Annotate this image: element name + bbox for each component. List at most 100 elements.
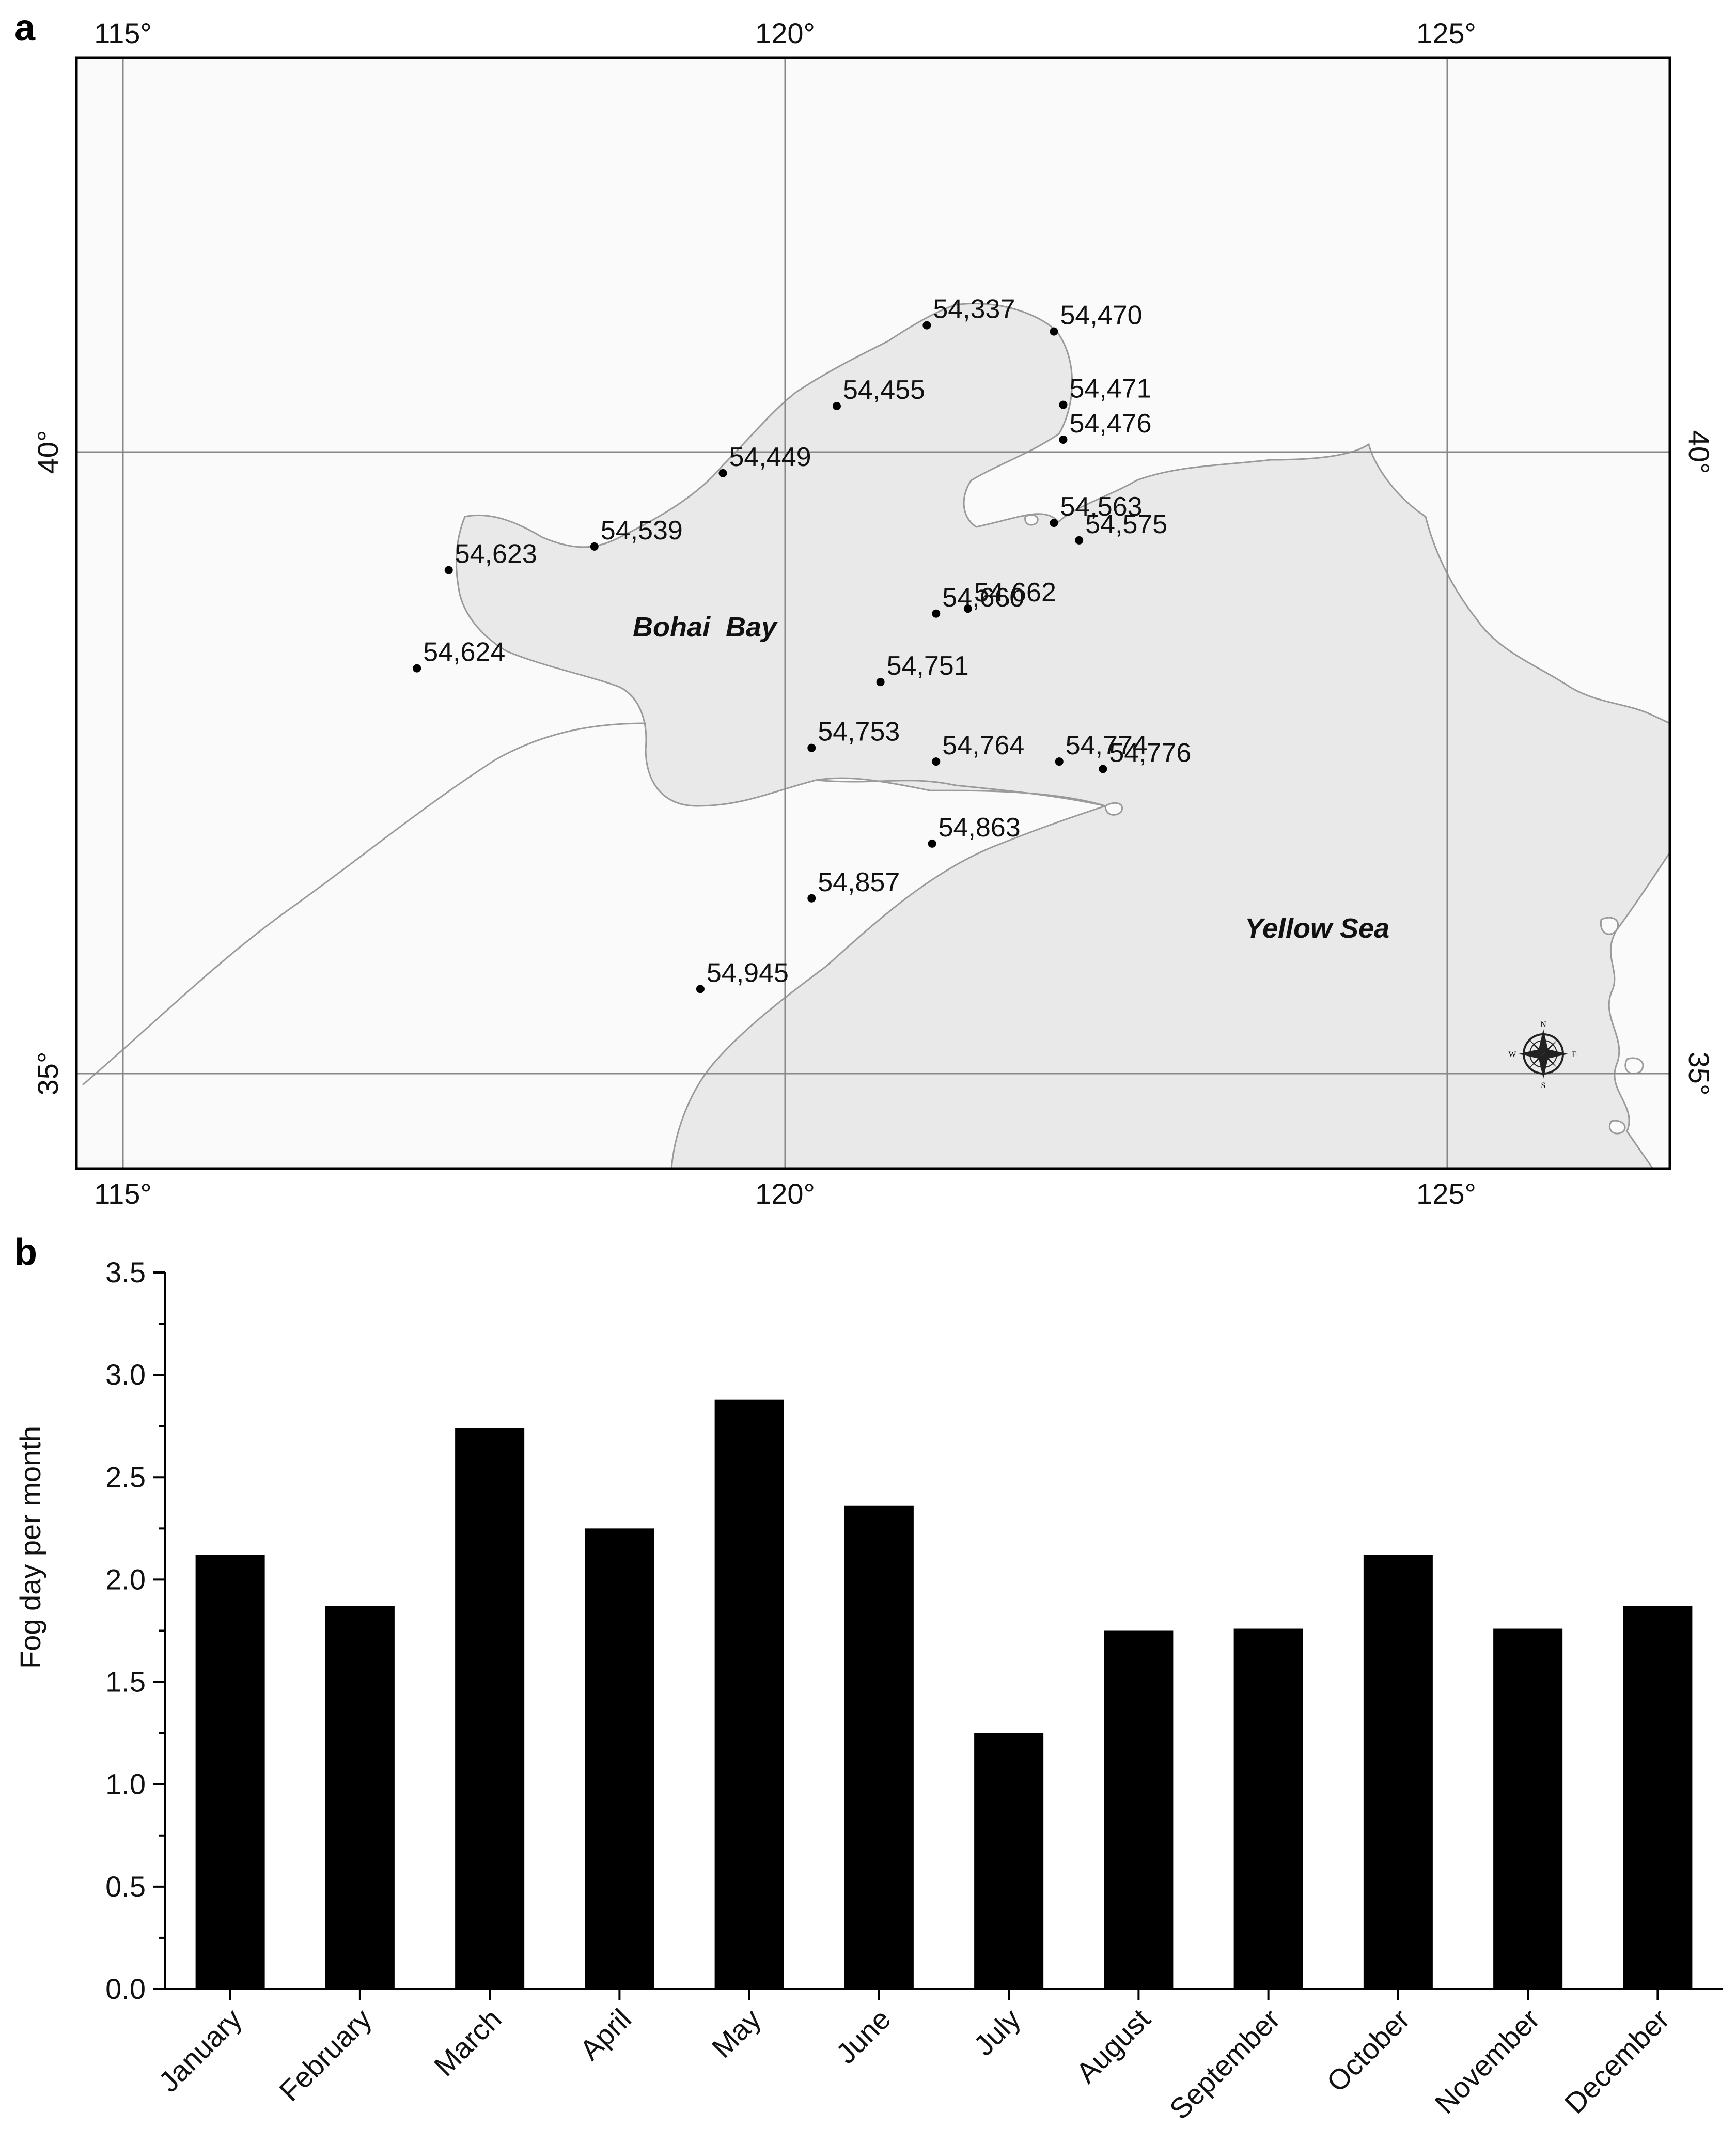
compass-e-label: E [1572,1050,1577,1059]
station: 54,764 [932,731,1024,766]
station-dot [1050,327,1058,336]
station-label: 54,857 [818,867,900,897]
station-label: 54,471 [1069,374,1151,404]
y-tick-label: 3.5 [105,1256,146,1288]
station-label: 54,470 [1060,301,1142,331]
x-tick-label: July [967,2002,1027,2062]
graticule [76,58,1670,1169]
lat-tick-left-35: 35° [32,1052,64,1096]
station-label: 54,455 [843,375,925,405]
station: 54,455 [832,375,925,410]
compass-icon: N S E W [1508,1020,1576,1090]
x-tick-label: February [273,2002,378,2107]
place-yellow-sea: Yellow Sea [1245,913,1389,944]
x-tick-label: January [152,2002,248,2098]
sea-area [455,303,1670,1169]
compass-s-label: S [1541,1081,1546,1090]
x-tick-label: March [428,2002,508,2083]
station: 54,774 [1055,731,1148,766]
bar-january [195,1555,265,1989]
station: 54,751 [876,651,969,687]
station: 54,337 [922,294,1015,330]
bar-february [325,1606,395,1989]
station-label: 54,575 [1085,509,1167,539]
station-label: 54,660 [942,583,1024,613]
station-dot [928,839,936,848]
lon-tick-bottom-115: 115° [94,1177,152,1210]
map-frame [75,56,1671,1170]
station-dot [807,894,816,903]
station-label: 54,449 [729,442,811,472]
x-tick-label: October [1320,2002,1416,2098]
station-dot [444,566,453,574]
shandong-coastline [816,779,1106,807]
bar-november [1493,1628,1563,1989]
lon-tick-top-115: 115° [94,17,152,50]
y-tick-label: 3.0 [105,1358,146,1391]
station: 54,563 [1050,492,1143,527]
y-tick-label: 0.0 [105,1973,146,2005]
y-tick-label: 1.0 [105,1768,146,1800]
bar-october [1363,1555,1433,1989]
station: 54,945 [696,958,789,993]
station-dot [876,678,885,687]
station: 54,476 [1059,409,1151,444]
station-label: 54,476 [1069,409,1151,439]
station: 54,471 [1059,374,1151,409]
x-tick-label: December [1558,2002,1676,2120]
station-dot [1075,536,1084,545]
station-dot [807,743,816,752]
station: 54,449 [718,442,811,477]
station-dot [963,604,972,613]
bar-may [714,1399,784,1989]
y-tick-label: 2.5 [105,1461,146,1493]
lon-tick-bottom-125: 125° [1416,1177,1476,1210]
station-label: 54,624 [423,638,505,667]
panel-b-label: b [14,1232,37,1273]
korea-coastline [1608,851,1670,1169]
bar-chart: 0.0 0.5 1.0 1.5 2.0 2.5 3.0 3.5 January February… [14,1256,1723,2125]
station: 54,575 [1075,509,1167,545]
station: 54,539 [590,516,683,551]
lon-tick-top-120: 120° [755,17,815,50]
lon-tick-top-125: 125° [1416,17,1476,50]
y-tick-label: 0.5 [105,1870,146,1903]
station-dot [932,757,941,766]
x-tick-label: May [706,2002,767,2064]
station-label: 54,563 [1060,492,1142,522]
station-dot [932,609,941,618]
station-label: 54,623 [455,539,537,569]
bar-march [455,1428,525,1989]
station-label: 54,945 [707,958,789,988]
station: 54,753 [807,717,900,752]
station-dot [718,469,727,477]
island [1624,1057,1644,1075]
station-dot [590,542,599,551]
station: 54,662 [963,578,1056,613]
lat-tick-right-40: 40° [1683,430,1715,474]
x-tick-label: November [1428,2002,1545,2120]
station-label: 54,662 [974,578,1056,608]
river-line [82,722,646,1086]
x-tick-label: June [830,2002,897,2070]
compass-w-label: W [1508,1050,1516,1059]
island [1104,802,1123,816]
x-tick-label: September [1163,2002,1286,2125]
station-label: 54,337 [933,294,1015,324]
station: 54,623 [444,539,537,574]
x-axis [165,1988,1723,2000]
lon-tick-bottom-120: 120° [755,1177,815,1210]
station-dot [696,985,705,993]
station-label: 54,863 [939,813,1021,843]
bar-april [585,1528,654,1989]
x-tick-labels: January February March April May June July Augu… [152,2002,1676,2126]
station: 54,660 [932,583,1024,618]
bar-september [1233,1628,1303,1989]
station-dot [922,321,931,330]
y-tick-label: 1.5 [105,1666,146,1698]
y-axis: 0.0 0.5 1.0 1.5 2.0 2.5 3.0 3.5 [105,1256,166,2005]
bar-june [844,1505,914,1989]
bar-august [1104,1630,1174,1989]
station-label: 54,539 [601,516,683,546]
